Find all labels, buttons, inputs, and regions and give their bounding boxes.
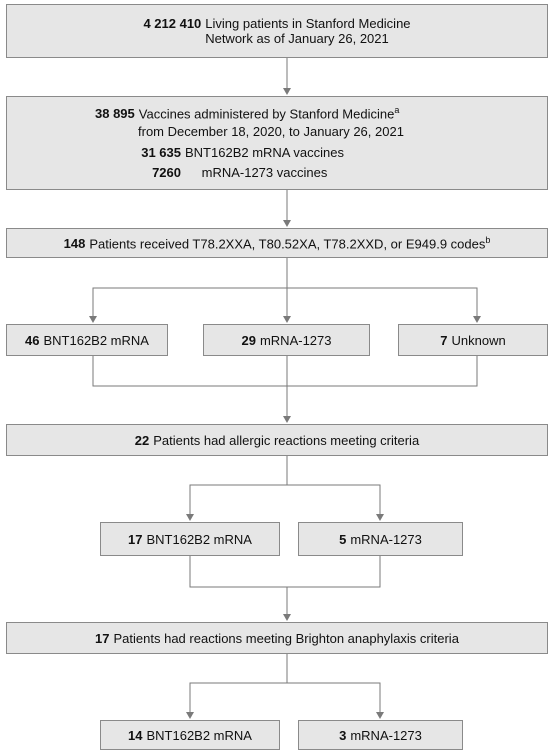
count: 22 bbox=[134, 432, 150, 448]
count: 5 bbox=[339, 531, 347, 547]
footnote: b bbox=[485, 234, 491, 245]
box: 38 895 Vaccines administered by Stanford … bbox=[6, 96, 548, 190]
box: 17 Patients had reactions meeting Brighto… bbox=[6, 622, 548, 654]
count: 17 bbox=[128, 531, 143, 547]
box: 7 Unknown bbox=[398, 324, 548, 356]
box: 5 mRNA-1273 bbox=[298, 522, 463, 556]
label: BNT162B2 mRNA bbox=[146, 531, 252, 547]
count: 7 bbox=[440, 332, 448, 348]
label: BNT162B2 mRNA bbox=[43, 332, 149, 348]
count: 38 895 bbox=[95, 106, 135, 122]
box: 46 BNT162B2 mRNA bbox=[6, 324, 168, 356]
label: Vaccines administered by Stanford Medici… bbox=[138, 106, 395, 122]
label: Patients received T78.2XXA, T80.52XA, T7… bbox=[89, 236, 486, 252]
footnote: a bbox=[394, 105, 400, 115]
label: from December 18, 2020, to January 26, 2… bbox=[138, 124, 404, 139]
label: Living patients in Stanford Medicine bbox=[205, 16, 411, 31]
box: 148 Patients received T78.2XXA, T80.52XA,… bbox=[6, 228, 548, 258]
label: BNT162B2 mRNA vaccines bbox=[185, 145, 344, 160]
label: mRNA-1273 vaccines bbox=[201, 165, 328, 180]
label: mRNA-1273 bbox=[350, 727, 422, 743]
count: 29 bbox=[241, 332, 256, 348]
label: mRNA-1273 bbox=[350, 531, 422, 547]
label: mRNA-1273 bbox=[259, 332, 332, 348]
count: 7260 bbox=[152, 165, 181, 180]
count: 31 635 bbox=[141, 145, 181, 160]
box: 29 mRNA-1273 bbox=[203, 324, 370, 356]
count: 46 bbox=[25, 332, 40, 348]
box: 22 Patients had allergic reactions meetin… bbox=[6, 424, 548, 456]
box: 3 mRNA-1273 bbox=[298, 720, 463, 750]
count: 4 212 410 bbox=[143, 16, 202, 31]
box: 17 BNT162B2 mRNA bbox=[100, 522, 280, 556]
box: 14 BNT162B2 mRNA bbox=[100, 720, 280, 750]
label: BNT162B2 mRNA bbox=[146, 727, 252, 743]
label: Unknown bbox=[451, 332, 506, 348]
count: 17 bbox=[95, 630, 110, 646]
label: Network as of January 26, 2021 bbox=[205, 31, 389, 46]
label: Patients had allergic reactions meeting … bbox=[153, 432, 420, 448]
count: 14 bbox=[128, 727, 143, 743]
label: Patients had reactions meeting Brighton … bbox=[113, 630, 459, 646]
count: 148 bbox=[63, 236, 86, 252]
box: 4 212 410 Living patients in Stanford Med… bbox=[6, 4, 548, 58]
count: 3 bbox=[339, 727, 347, 743]
